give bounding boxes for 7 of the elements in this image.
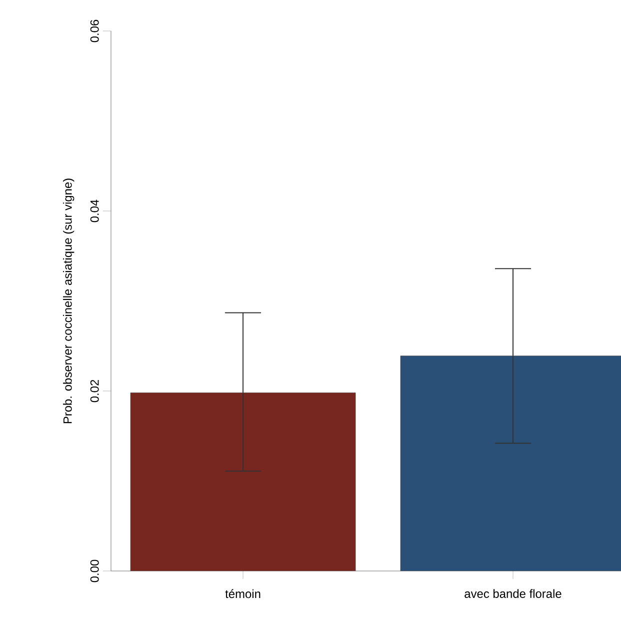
y-tick-label: 0.02 bbox=[90, 380, 99, 402]
y-tick-label: 0.00 bbox=[90, 560, 99, 582]
y-tick-label: 0.04 bbox=[90, 200, 99, 222]
y-tick-label: 0.06 bbox=[90, 20, 99, 42]
x-tick-label: avec bande florale bbox=[464, 589, 562, 598]
x-tick-label: témoin bbox=[225, 589, 260, 598]
y-axis-title: Prob. observer coccinelle asiatique (sur vigne) bbox=[63, 178, 74, 424]
